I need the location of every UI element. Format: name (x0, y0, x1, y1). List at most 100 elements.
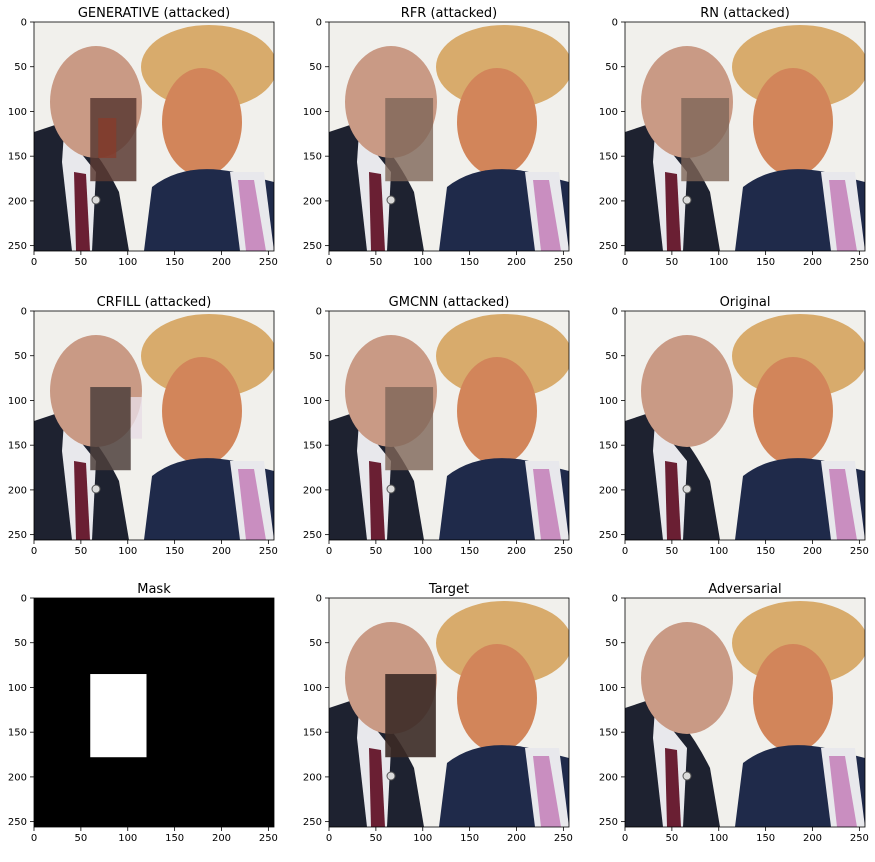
y-tick-label: 250 (599, 530, 618, 541)
x-tick-label: 200 (507, 546, 526, 557)
x-tick-label: 200 (803, 833, 822, 844)
lapel-pin (387, 772, 395, 780)
target-patch (385, 674, 436, 757)
x-tick-label: 150 (165, 546, 184, 557)
lapel-pin (387, 485, 395, 493)
y-tick-label: 0 (612, 594, 618, 605)
panel: GENERATIVE (attacked) 0 0 50 50 100 100 150 150 2… (8, 6, 278, 268)
y-tick-label: 0 (612, 18, 618, 29)
left-person-head (641, 622, 733, 734)
y-tick-label: 250 (303, 530, 322, 541)
panel-title: CRFILL (attacked) (97, 295, 212, 310)
x-tick-label: 100 (709, 833, 728, 844)
x-tick-label: 250 (850, 546, 869, 557)
lapel-pin (92, 196, 100, 204)
photo-image (625, 598, 868, 827)
y-tick-label: 100 (599, 107, 618, 118)
y-tick-label: 200 (599, 485, 618, 496)
x-tick-label: 150 (460, 546, 479, 557)
x-tick-label: 50 (666, 257, 679, 268)
photo-image (329, 22, 572, 251)
x-tick-label: 100 (413, 257, 432, 268)
x-tick-label: 0 (31, 546, 37, 557)
y-tick-label: 50 (14, 62, 27, 73)
x-tick-label: 100 (118, 257, 137, 268)
x-tick-label: 0 (31, 257, 37, 268)
y-tick-label: 100 (599, 683, 618, 694)
y-tick-label: 250 (599, 817, 618, 828)
y-tick-label: 0 (316, 307, 322, 318)
x-tick-label: 150 (756, 257, 775, 268)
photo-image (329, 311, 572, 540)
panel-title: RFR (attacked) (401, 6, 497, 21)
y-tick-label: 150 (303, 728, 322, 739)
x-tick-label: 250 (850, 257, 869, 268)
x-tick-label: 100 (709, 257, 728, 268)
x-tick-label: 250 (259, 546, 278, 557)
x-tick-label: 250 (259, 257, 278, 268)
left-person-head (641, 335, 733, 447)
x-tick-label: 100 (118, 546, 137, 557)
y-tick-label: 250 (8, 530, 27, 541)
panel-title: Target (428, 582, 469, 597)
right-person-face (457, 357, 537, 465)
x-tick-label: 250 (554, 833, 573, 844)
y-tick-label: 200 (303, 196, 322, 207)
right-person-face (162, 68, 242, 176)
y-tick-label: 100 (8, 107, 27, 118)
x-tick-label: 0 (622, 257, 628, 268)
photo-image (34, 311, 277, 540)
x-tick-label: 50 (75, 833, 88, 844)
x-tick-label: 200 (803, 257, 822, 268)
panel-title: GENERATIVE (attacked) (78, 6, 230, 21)
y-tick-label: 50 (14, 351, 27, 362)
panel: Original 0 0 50 50 100 100 150 150 200 200 250 250 (599, 295, 869, 557)
x-tick-label: 100 (413, 833, 432, 844)
photo-image (34, 22, 277, 251)
y-tick-label: 200 (8, 196, 27, 207)
x-tick-label: 100 (709, 546, 728, 557)
y-tick-label: 0 (316, 594, 322, 605)
x-tick-label: 50 (75, 546, 88, 557)
x-tick-label: 50 (370, 833, 383, 844)
x-tick-label: 50 (370, 546, 383, 557)
y-tick-label: 50 (605, 62, 618, 73)
y-tick-label: 50 (309, 62, 322, 73)
x-tick-label: 250 (259, 833, 278, 844)
x-tick-label: 50 (666, 833, 679, 844)
y-tick-label: 50 (605, 351, 618, 362)
x-tick-label: 0 (622, 546, 628, 557)
y-tick-label: 250 (303, 241, 322, 252)
right-person-face (753, 357, 833, 465)
y-tick-label: 250 (599, 241, 618, 252)
y-tick-label: 150 (599, 441, 618, 452)
y-tick-label: 100 (8, 396, 27, 407)
photo-image (329, 598, 572, 827)
panel: Target 0 0 50 50 100 100 150 150 200 200 250 250 (303, 582, 573, 844)
panel-title: Adversarial (708, 582, 781, 597)
y-tick-label: 100 (8, 683, 27, 694)
x-tick-label: 0 (326, 833, 332, 844)
inpainted-region (90, 387, 131, 470)
right-person-face (162, 357, 242, 465)
lapel-pin (683, 485, 691, 493)
y-tick-label: 150 (8, 728, 27, 739)
panel: Adversarial 0 0 50 50 100 100 150 150 200 200 250 25… (599, 582, 869, 844)
panel: Mask005050100100150150200200250250 (8, 582, 278, 844)
inpainted-region (385, 98, 433, 181)
y-tick-label: 150 (303, 152, 322, 163)
y-tick-label: 0 (316, 18, 322, 29)
photo-image (625, 311, 868, 540)
y-tick-label: 100 (303, 396, 322, 407)
y-tick-label: 150 (8, 441, 27, 452)
right-person-face (457, 68, 537, 176)
y-tick-label: 200 (8, 485, 27, 496)
right-person-face (753, 68, 833, 176)
panel: GMCNN (attacked) 0 0 50 50 100 100 150 150 200 200… (303, 295, 573, 557)
x-tick-label: 250 (850, 833, 869, 844)
x-tick-label: 150 (165, 257, 184, 268)
x-tick-label: 50 (666, 546, 679, 557)
y-tick-label: 0 (21, 307, 27, 318)
y-tick-label: 50 (14, 638, 27, 649)
right-person-face (457, 644, 537, 752)
